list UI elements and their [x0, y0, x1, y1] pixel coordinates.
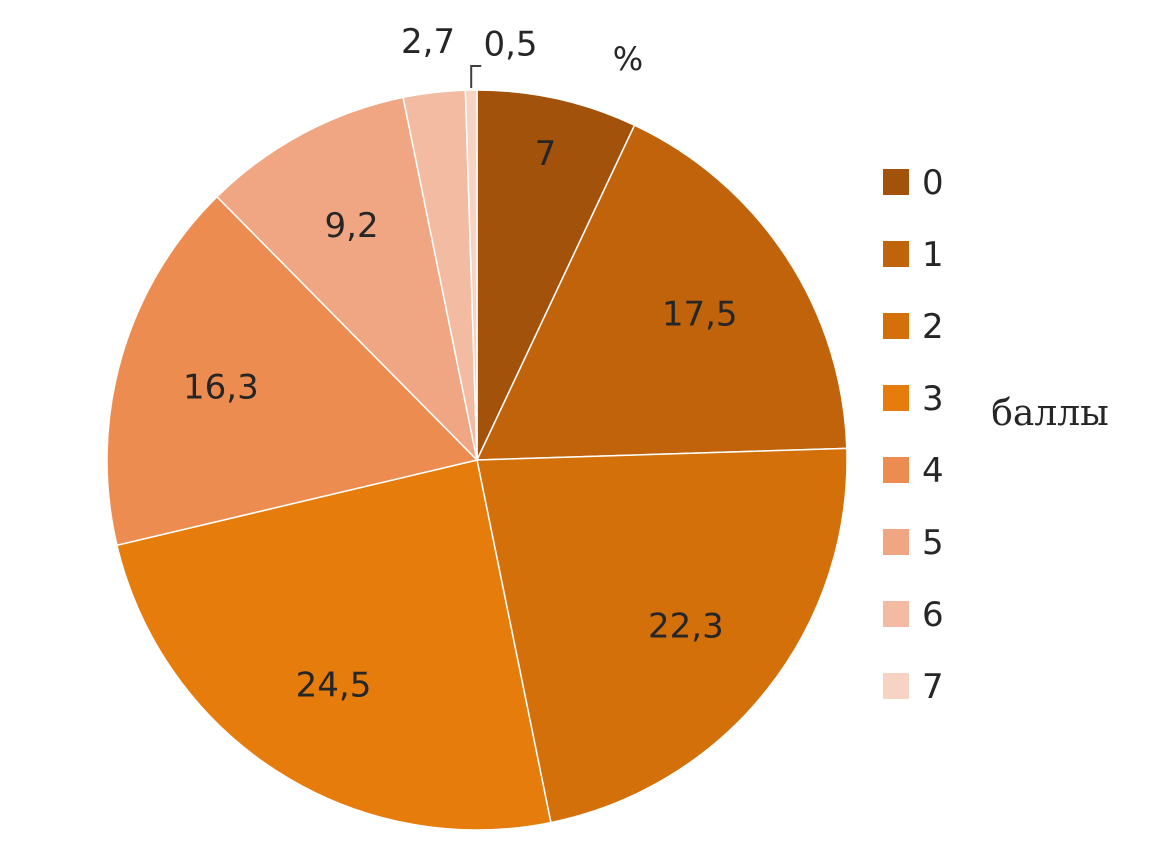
legend-label-4: 4: [922, 451, 944, 491]
legend-swatch-1: [883, 241, 909, 267]
legend-swatch-2: [883, 313, 909, 339]
pie-slice-3: [116, 459, 552, 831]
legend-label-2: 2: [922, 307, 944, 347]
legend-swatch-5: [883, 529, 909, 555]
data-label-3: 24,5: [296, 666, 372, 706]
data-label-7: 0,5: [483, 25, 537, 65]
leader-line: [470, 65, 482, 88]
legend-swatch-0: [883, 169, 909, 195]
pie-slice-4: [106, 195, 479, 547]
legend-swatch-7: [883, 673, 909, 699]
legend-swatch-3: [883, 385, 909, 411]
pie-slices: [106, 89, 848, 831]
unit-label: %: [613, 40, 643, 78]
data-label-2: 22,3: [648, 606, 724, 646]
legend-label-7: 7: [922, 667, 944, 707]
legend: 0 1 2 3 4 5 6 7: [883, 163, 944, 707]
pie-slice-7: [464, 89, 478, 461]
data-label-6: 2,7: [401, 22, 455, 62]
legend-swatch-4: [883, 457, 909, 483]
data-label-4: 16,3: [183, 368, 259, 408]
legend-label-6: 6: [922, 595, 944, 635]
pie-slice-2: [476, 447, 848, 824]
legend-title: баллы: [991, 393, 1109, 434]
legend-swatch-6: [883, 601, 909, 627]
pie-slice-0: [476, 89, 636, 461]
legend-label-0: 0: [922, 163, 944, 203]
pie-slice-5: [215, 96, 479, 463]
legend-label-1: 1: [922, 235, 944, 275]
legend-label-5: 5: [922, 523, 944, 563]
data-label-0: 7: [535, 134, 557, 174]
legend-label-3: 3: [922, 379, 944, 419]
data-label-1: 17,5: [662, 295, 738, 335]
data-label-5: 9,2: [325, 206, 379, 246]
data-labels: 7 17,5 22,3 24,5 16,3 9,2 2,7 0,5: [183, 22, 738, 706]
pie-slice-1: [475, 124, 848, 461]
